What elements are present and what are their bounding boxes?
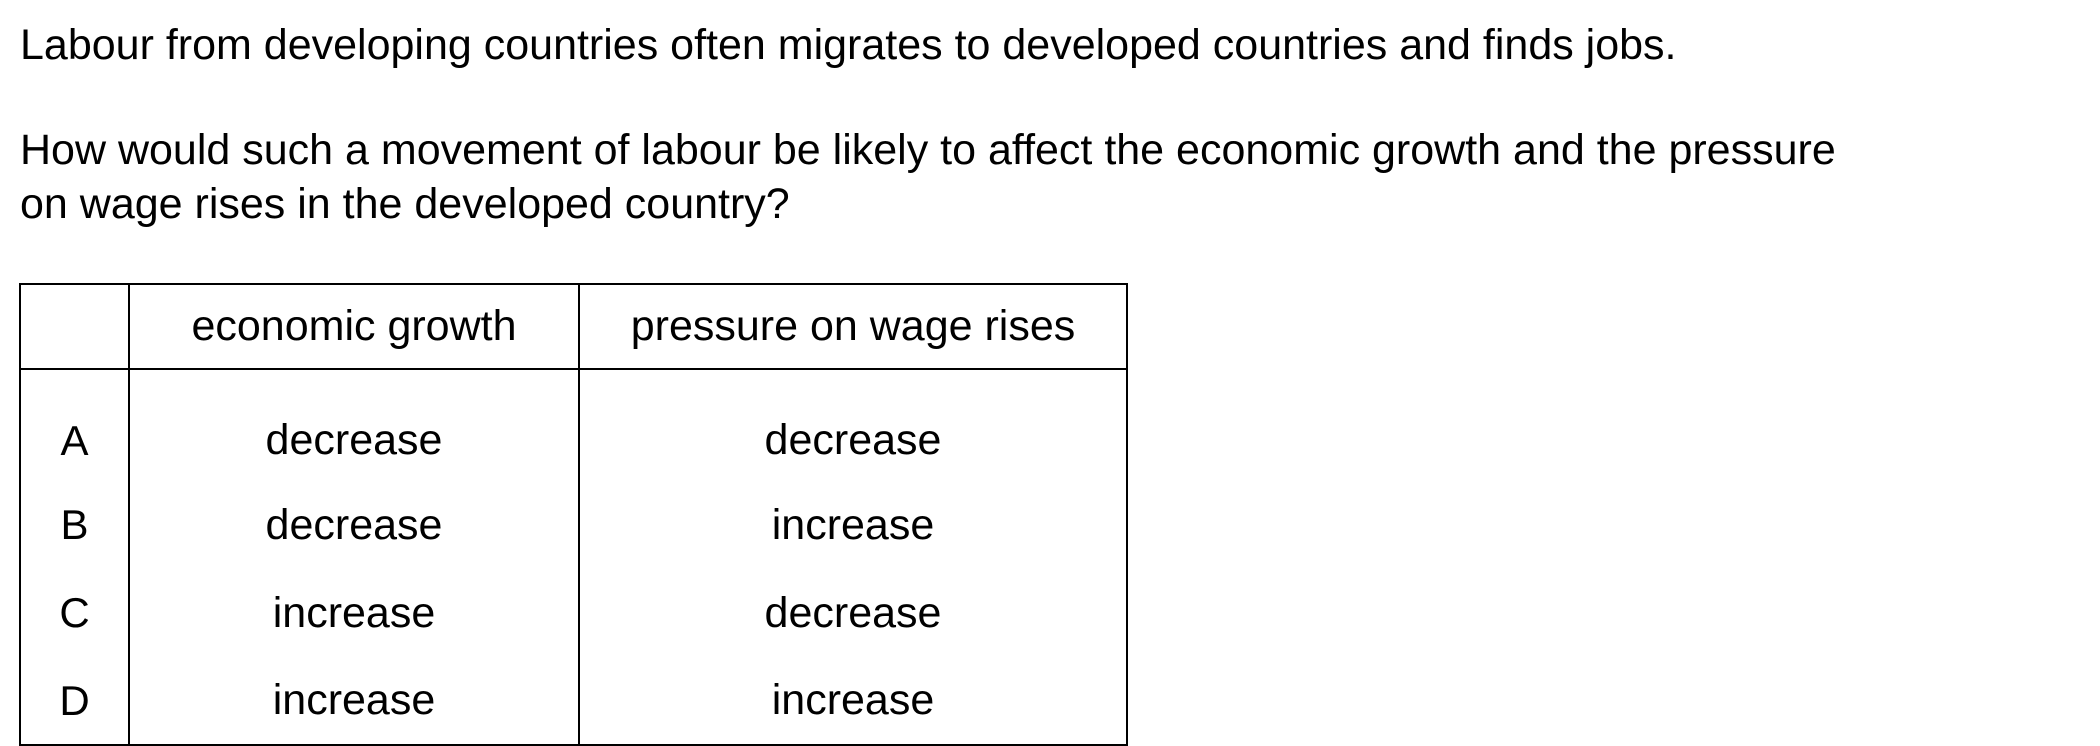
question-prompt-line-1: How would such a movement of labour be l… <box>20 126 1836 174</box>
option-wage: increase <box>578 657 1128 746</box>
option-growth: decrease <box>128 369 580 481</box>
option-key: A <box>19 369 130 481</box>
header-economic-growth: economic growth <box>128 283 580 370</box>
option-growth: increase <box>128 657 580 746</box>
table-header-row: economic growth pressure on wage rises <box>19 283 1128 370</box>
option-row-b[interactable]: B decrease increase <box>19 481 1128 569</box>
option-wage: increase <box>578 481 1128 569</box>
question-stem: Labour from developing countries often m… <box>20 21 1677 69</box>
option-row-d[interactable]: D increase increase <box>19 657 1128 746</box>
option-growth: increase <box>128 569 580 657</box>
option-growth: decrease <box>128 481 580 569</box>
options-table: economic growth pressure on wage rises A… <box>19 283 1128 746</box>
option-row-a[interactable]: A decrease decrease <box>19 369 1128 481</box>
option-key: C <box>19 569 130 657</box>
header-pressure-on-wage-rises: pressure on wage rises <box>578 283 1128 370</box>
option-wage: decrease <box>578 569 1128 657</box>
header-key <box>19 283 130 370</box>
question-prompt-line-2: on wage rises in the developed country? <box>20 180 790 228</box>
option-wage: decrease <box>578 369 1128 481</box>
option-key: B <box>19 481 130 569</box>
option-row-c[interactable]: C increase decrease <box>19 569 1128 657</box>
option-key: D <box>19 657 130 746</box>
